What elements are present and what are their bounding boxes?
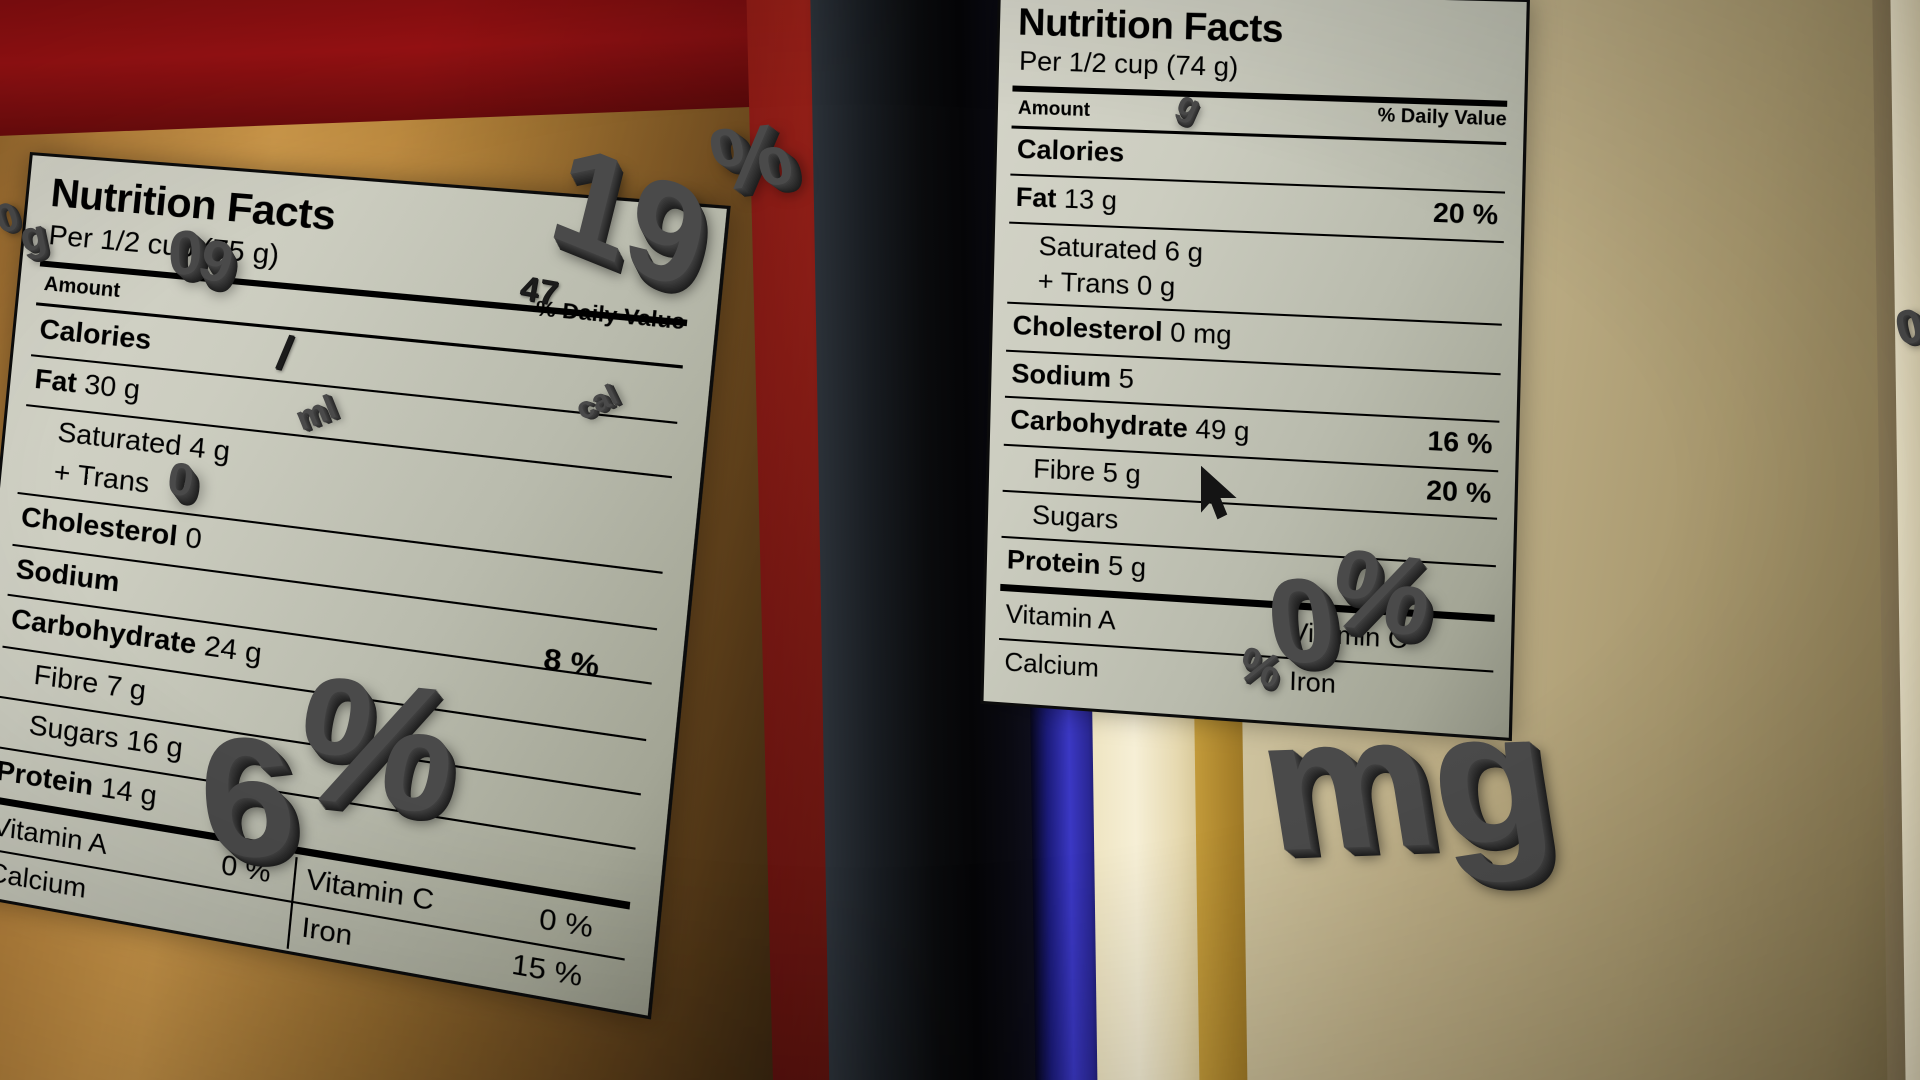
left-row-fat-value: 30 g: [83, 368, 142, 406]
left-row-cholesterol-name: Cholesterol: [19, 500, 188, 553]
right-row-protein-value: 5 g: [1107, 550, 1147, 583]
right-row-cholesterol: Cholesterol 0 mg: [1012, 310, 1499, 364]
right-row-calories-name: Calories: [1016, 133, 1125, 168]
right-row-fat-dv: 20 %: [1432, 197, 1499, 231]
left-iron-dv: 15 %: [510, 947, 584, 993]
right-label-serving: Per 1/2 cup (74 g): [1018, 45, 1239, 83]
left-row-fat-name: Fat: [33, 362, 87, 400]
right-row-sodium-name: Sodium: [1011, 357, 1120, 394]
right-vitamin-c-label: Vitamin C: [1290, 616, 1408, 655]
right-row-trans-value: 0 g: [1136, 270, 1176, 303]
left-row-calories-name: Calories: [38, 312, 153, 356]
right-row-fat-name: Fat: [1015, 181, 1065, 214]
right-vitamin-a-label: Vitamin A: [1005, 598, 1117, 636]
right-row-cholesterol-value: 0 mg: [1169, 317, 1233, 351]
right-row-carbohydrate-name: Carbohydrate: [1010, 404, 1196, 444]
nutrition-label-right: Nutrition Facts Per 1/2 cup (74 g) Amoun…: [980, 0, 1530, 742]
right-amount-header: Amount: [1017, 97, 1091, 122]
left-row-saturated-name: Saturated: [56, 415, 192, 463]
left-row-protein-value: 14 g: [99, 771, 159, 812]
right-dv-header: % Daily Value: [1377, 104, 1508, 131]
left-row-sugars-value: 16 g: [125, 723, 185, 764]
left-row-fibre-value: 7 g: [104, 669, 148, 707]
right-row-cholesterol-name: Cholesterol: [1012, 309, 1171, 348]
left-amount-header: Amount: [43, 272, 122, 303]
left-row-fibre-name: Fibre: [32, 658, 108, 701]
left-row-saturated-value: 4 g: [187, 430, 232, 468]
right-row-fibre-name: Fibre: [1032, 453, 1104, 488]
right-calcium-label: Calcium: [1004, 646, 1100, 683]
right-row-sodium: Sodium 5: [1011, 358, 1498, 413]
left-vitamin-c-dv: 0 %: [537, 902, 595, 944]
right-row-trans-name: + Trans: [1037, 265, 1138, 301]
right-row-carbohydrate: Carbohydrate 49 g 16 %: [1010, 404, 1497, 461]
left-vitamin-a-dv: 0 %: [219, 849, 273, 889]
right-row-fibre-value: 5 g: [1102, 457, 1142, 490]
right-row-fat-value: 13 g: [1063, 183, 1118, 216]
right-row-sugars-name: Sugars: [1031, 499, 1119, 535]
left-iron-label: Iron: [300, 911, 354, 952]
left-row-sugars-name: Sugars: [27, 708, 129, 756]
right-row-carbohydrate-dv: 16 %: [1427, 425, 1493, 460]
right-row-fibre-dv: 20 %: [1425, 474, 1492, 510]
left-dv-header: % Daily Value: [534, 297, 686, 335]
right-label-title: Nutrition Facts: [1017, 1, 1284, 52]
right-row-sodium-value: 5: [1118, 363, 1135, 395]
right-row-carbohydrate-value: 49 g: [1195, 413, 1250, 447]
right-row-protein-name: Protein: [1006, 544, 1109, 581]
left-row-carbohydrate-value: 24 g: [202, 629, 264, 670]
right-row-fibre: Fibre 5 g 20 %: [1033, 453, 1496, 510]
nutrition-label-left: Nutrition Facts Per 1/2 cup (75 g) Amoun…: [0, 152, 731, 1020]
left-row-trans-name: + Trans: [52, 456, 151, 499]
left-row-cholesterol-value: 0: [183, 521, 204, 555]
right-row-saturated-value: 6 g: [1164, 235, 1204, 268]
right-row-saturated-name: Saturated: [1038, 230, 1166, 267]
left-row-sodium-name: Sodium: [14, 552, 122, 598]
right-iron-label: Iron: [1288, 665, 1337, 699]
